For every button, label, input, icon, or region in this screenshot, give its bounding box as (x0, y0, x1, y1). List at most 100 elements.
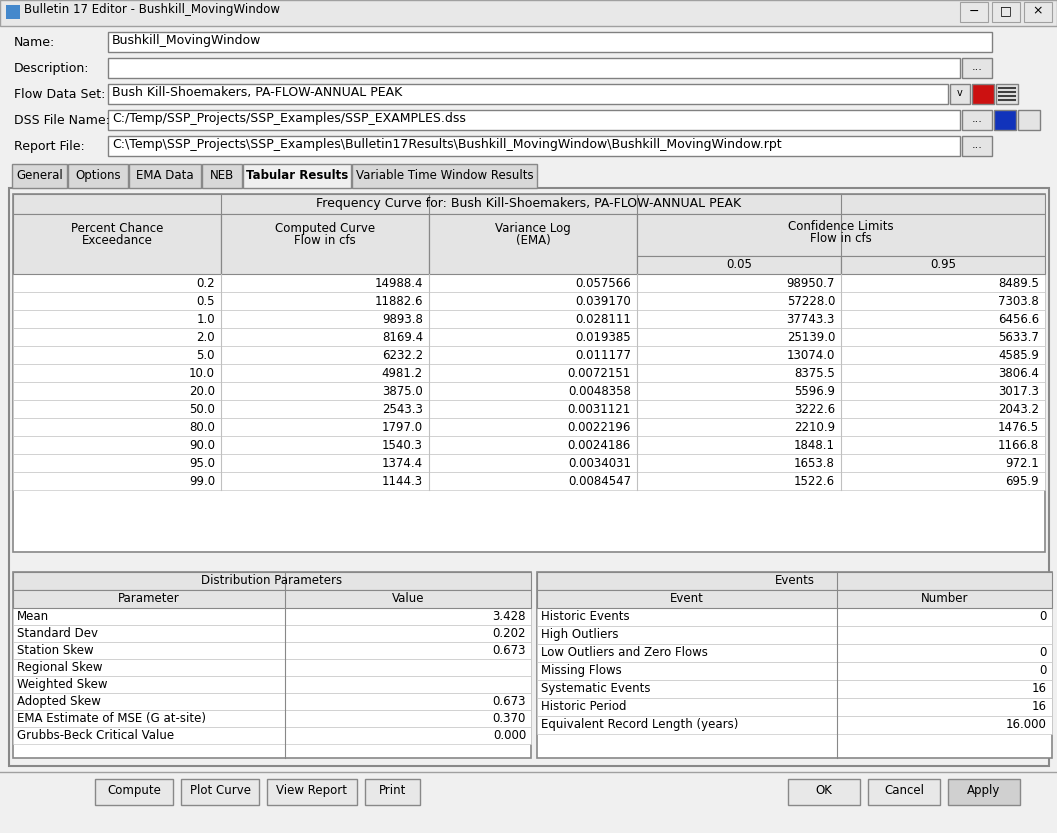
Text: 1522.6: 1522.6 (794, 475, 835, 488)
Text: 0.0022196: 0.0022196 (568, 421, 631, 434)
Bar (13, 292, 1045, 310)
Text: Flow in cfs: Flow in cfs (294, 234, 356, 247)
Text: 11882.6: 11882.6 (374, 295, 423, 308)
Bar (13, 274, 1045, 292)
Bar (13, 727, 531, 744)
Bar (841, 256, 1045, 274)
Text: Exceedance: Exceedance (81, 234, 152, 247)
Text: Bush Kill-Shoemakers, PA-FLOW-ANNUAL PEAK: Bush Kill-Shoemakers, PA-FLOW-ANNUAL PEA… (112, 86, 403, 99)
Bar (948, 779, 1020, 805)
Text: 2.0: 2.0 (197, 331, 215, 344)
Text: (EMA): (EMA) (516, 234, 551, 247)
Bar (537, 662, 1052, 680)
Bar (1024, 2, 1052, 22)
Text: View Report: View Report (277, 784, 348, 797)
Text: 1166.8: 1166.8 (998, 439, 1039, 452)
Bar (13, 625, 531, 642)
Text: 3875.0: 3875.0 (383, 385, 423, 398)
Bar (868, 779, 940, 805)
Text: 4585.9: 4585.9 (998, 349, 1039, 362)
Text: Missing Flows: Missing Flows (541, 664, 622, 677)
Text: 5596.9: 5596.9 (794, 385, 835, 398)
Text: Computed Curve: Computed Curve (275, 222, 375, 235)
Text: 37743.3: 37743.3 (786, 313, 835, 326)
Text: 0.000: 0.000 (493, 729, 526, 742)
Text: 80.0: 80.0 (189, 421, 215, 434)
Bar (108, 110, 960, 130)
Bar (12, 164, 67, 188)
Text: 25139.0: 25139.0 (786, 331, 835, 344)
Text: 1540.3: 1540.3 (383, 439, 423, 452)
Bar (13, 590, 531, 608)
Text: Grubbs-Beck Critical Value: Grubbs-Beck Critical Value (17, 729, 174, 742)
Bar (267, 779, 357, 805)
Text: High Outliers: High Outliers (541, 628, 618, 641)
Text: 0.673: 0.673 (493, 695, 526, 708)
Bar (537, 626, 1052, 644)
Bar (129, 164, 201, 188)
Text: 7303.8: 7303.8 (998, 295, 1039, 308)
Text: Event: Event (670, 592, 704, 605)
Bar (13, 436, 1045, 454)
Bar (13, 693, 531, 710)
Bar (13, 310, 1045, 328)
Text: 20.0: 20.0 (189, 385, 215, 398)
Text: 1797.0: 1797.0 (382, 421, 423, 434)
Text: Historic Events: Historic Events (541, 610, 630, 623)
Text: 972.1: 972.1 (1005, 457, 1039, 470)
Bar (960, 2, 988, 22)
Text: 6456.6: 6456.6 (998, 313, 1039, 326)
Bar (108, 32, 993, 52)
Text: EMA Data: EMA Data (136, 169, 193, 182)
Bar (537, 716, 1052, 734)
Text: 0: 0 (1040, 646, 1047, 659)
Text: 0.2: 0.2 (197, 277, 215, 290)
Bar (181, 779, 259, 805)
Text: 90.0: 90.0 (189, 439, 215, 452)
Text: 695.9: 695.9 (1005, 475, 1039, 488)
Text: 8375.5: 8375.5 (794, 367, 835, 380)
Text: 14988.4: 14988.4 (374, 277, 423, 290)
Bar (1018, 110, 1040, 130)
Text: Equivalent Record Length (years): Equivalent Record Length (years) (541, 718, 739, 731)
Text: 3806.4: 3806.4 (998, 367, 1039, 380)
Text: Parameter: Parameter (118, 592, 180, 605)
Bar (13, 382, 1045, 400)
Bar (221, 214, 429, 274)
Text: Bulletin 17 Editor - Bushkill_MovingWindow: Bulletin 17 Editor - Bushkill_MovingWind… (24, 3, 280, 16)
Text: 16: 16 (1032, 700, 1047, 713)
Text: 0.5: 0.5 (197, 295, 215, 308)
Text: ...: ... (971, 62, 982, 72)
Bar (68, 164, 128, 188)
Bar (108, 84, 948, 104)
Bar (13, 572, 531, 590)
Bar (13, 328, 1045, 346)
Text: 0.370: 0.370 (493, 712, 526, 725)
Text: Confidence Limits: Confidence Limits (789, 220, 894, 233)
Text: Bushkill_MovingWindow: Bushkill_MovingWindow (112, 34, 261, 47)
Text: 3017.3: 3017.3 (998, 385, 1039, 398)
Text: 0.202: 0.202 (493, 627, 526, 640)
Text: 0.0024186: 0.0024186 (568, 439, 631, 452)
Text: 1.0: 1.0 (197, 313, 215, 326)
Bar (962, 136, 993, 156)
Text: 0.05: 0.05 (726, 258, 752, 271)
Text: Print: Print (378, 784, 406, 797)
Bar (13, 400, 1045, 418)
Text: 2543.3: 2543.3 (383, 403, 423, 416)
Bar (537, 572, 1052, 758)
Text: ×: × (1033, 4, 1043, 17)
Text: 1374.4: 1374.4 (382, 457, 423, 470)
Text: Apply: Apply (967, 784, 1001, 797)
Bar (13, 364, 1045, 382)
Text: 0.0084547: 0.0084547 (568, 475, 631, 488)
Text: 1144.3: 1144.3 (382, 475, 423, 488)
Text: Cancel: Cancel (884, 784, 924, 797)
Text: DSS File Name:: DSS File Name: (14, 114, 110, 127)
Bar (13, 194, 1045, 552)
Bar (996, 84, 1018, 104)
Text: EMA Estimate of MSE (G at-site): EMA Estimate of MSE (G at-site) (17, 712, 206, 725)
Bar (962, 110, 993, 130)
Bar (10, 188, 1049, 766)
Text: 0.057566: 0.057566 (575, 277, 631, 290)
